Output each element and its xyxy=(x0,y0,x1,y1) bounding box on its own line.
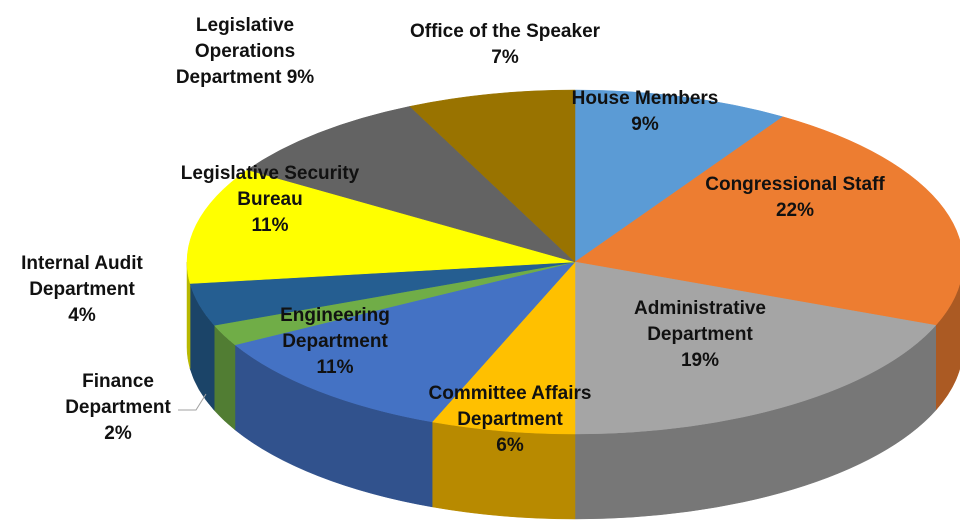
slice xyxy=(574,89,784,263)
slice-label: Engineering Department 11% xyxy=(250,303,420,381)
value-label: 4% xyxy=(68,305,96,326)
slice-label: Legislative Security Bureau 11% xyxy=(160,161,380,239)
value-label: 9% xyxy=(286,67,315,88)
category-name: Finance Department xyxy=(65,371,171,418)
value-label: 9% xyxy=(631,114,659,135)
category-name: Legislative Operations Department xyxy=(175,15,296,88)
category-name: Engineering Department xyxy=(280,305,390,352)
value-label: 19% xyxy=(680,350,720,371)
category-name: Congressional Staff xyxy=(705,174,885,195)
category-name: Committee Affairs Department xyxy=(428,383,592,430)
slice-label: Congressional Staff 22% xyxy=(685,172,905,224)
slice xyxy=(409,89,576,263)
slice-label: Administrative Department 19% xyxy=(600,296,800,374)
category-name: Legislative Security Bureau xyxy=(180,163,360,210)
value-label: 2% xyxy=(104,423,132,444)
value-label: 6% xyxy=(496,435,524,456)
slice-label: Finance Department 2% xyxy=(53,369,183,447)
slice-label: Office of the Speaker 7% xyxy=(375,19,635,71)
category-name: Administrative Department xyxy=(634,298,766,345)
slice xyxy=(574,261,937,435)
slice xyxy=(186,169,576,284)
slice-label: Legislative Operations Department 9% xyxy=(153,13,338,91)
category-name: Internal Audit Department xyxy=(21,253,143,300)
slice-label: House Members 9% xyxy=(555,86,735,138)
value-label: 11% xyxy=(251,215,289,236)
slice xyxy=(574,116,960,326)
category-name: Office of the Speaker xyxy=(409,21,601,42)
leader-line xyxy=(178,393,207,411)
value-label: 11% xyxy=(316,357,354,378)
slice xyxy=(431,261,576,435)
slice xyxy=(234,261,576,423)
category-name: House Members xyxy=(571,88,719,109)
value-label: 22% xyxy=(775,200,815,221)
slice-label: Internal Audit Department 4% xyxy=(2,251,162,329)
slice-label: Committee Affairs Department 6% xyxy=(400,381,620,459)
slice xyxy=(246,106,576,263)
value-label: 7% xyxy=(491,47,519,68)
